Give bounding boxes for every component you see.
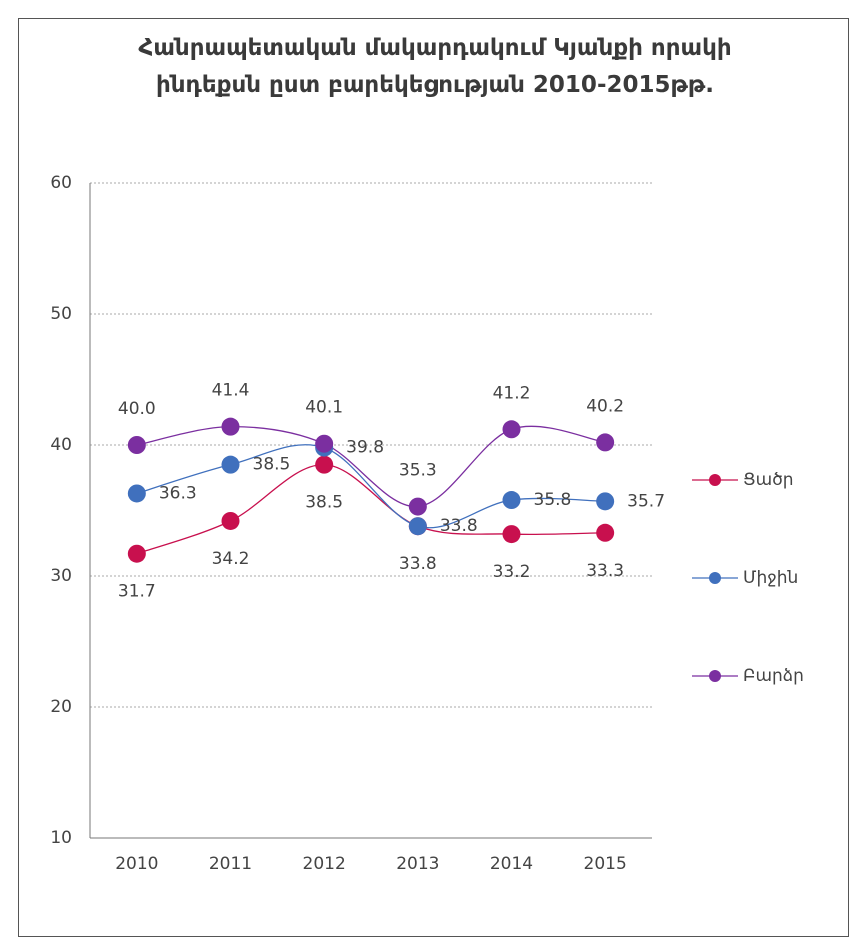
marker (127, 484, 146, 503)
data-label: 35.7 (627, 491, 665, 511)
marker (408, 497, 427, 516)
y-tick-label: 30 (50, 566, 72, 586)
legend-marker (709, 670, 721, 682)
data-label: 33.2 (493, 562, 531, 582)
x-tick-label: 2011 (209, 854, 252, 874)
data-label: 33.8 (440, 516, 478, 536)
marker (502, 525, 521, 544)
marker (596, 492, 615, 511)
data-label: 40.1 (305, 398, 343, 418)
data-label: 38.5 (305, 493, 343, 513)
data-label: 40.0 (118, 399, 156, 419)
data-label: 41.4 (212, 381, 250, 401)
marker (596, 433, 615, 452)
data-label: 38.5 (253, 455, 291, 475)
data-label: 33.8 (399, 554, 437, 574)
x-tick-label: 2012 (303, 854, 346, 874)
data-label: 31.7 (118, 582, 156, 602)
data-label: 41.2 (493, 383, 531, 403)
chart-title: Հանրապետական մակարդակում Կյանքի որակի ին… (138, 35, 732, 98)
legend-marker (709, 572, 721, 584)
data-label: 35.8 (534, 490, 572, 510)
marker (502, 491, 521, 510)
y-tick-label: 50 (50, 304, 72, 324)
marker (221, 417, 240, 436)
y-tick-label: 40 (50, 435, 72, 455)
marker (127, 436, 146, 454)
x-tick-label: 2015 (584, 854, 627, 874)
marker (315, 434, 334, 453)
data-label: 39.8 (346, 438, 384, 458)
y-tick-label: 20 (50, 697, 72, 717)
data-label: 34.2 (212, 549, 250, 569)
marker (596, 523, 615, 542)
data-label: 36.3 (159, 483, 197, 503)
x-tick-label: 2014 (490, 854, 533, 874)
marker (315, 455, 334, 474)
legend-label: Բարձր (743, 666, 804, 686)
y-tick-label: 10 (50, 828, 72, 848)
legend-label: Ցածր (743, 470, 794, 490)
x-tick-label: 2010 (115, 854, 158, 874)
chart-frame (18, 18, 849, 937)
marker (221, 455, 240, 474)
marker (502, 420, 521, 439)
marker (127, 544, 146, 563)
y-tick-label: 60 (50, 173, 72, 193)
x-tick-label: 2013 (396, 854, 439, 874)
marker (408, 517, 427, 536)
data-label: 40.2 (586, 396, 624, 416)
data-label: 35.3 (399, 461, 437, 481)
legend-marker (709, 474, 721, 486)
marker (221, 511, 240, 530)
legend-label: Միջին (743, 568, 798, 588)
data-label: 33.3 (586, 561, 624, 581)
